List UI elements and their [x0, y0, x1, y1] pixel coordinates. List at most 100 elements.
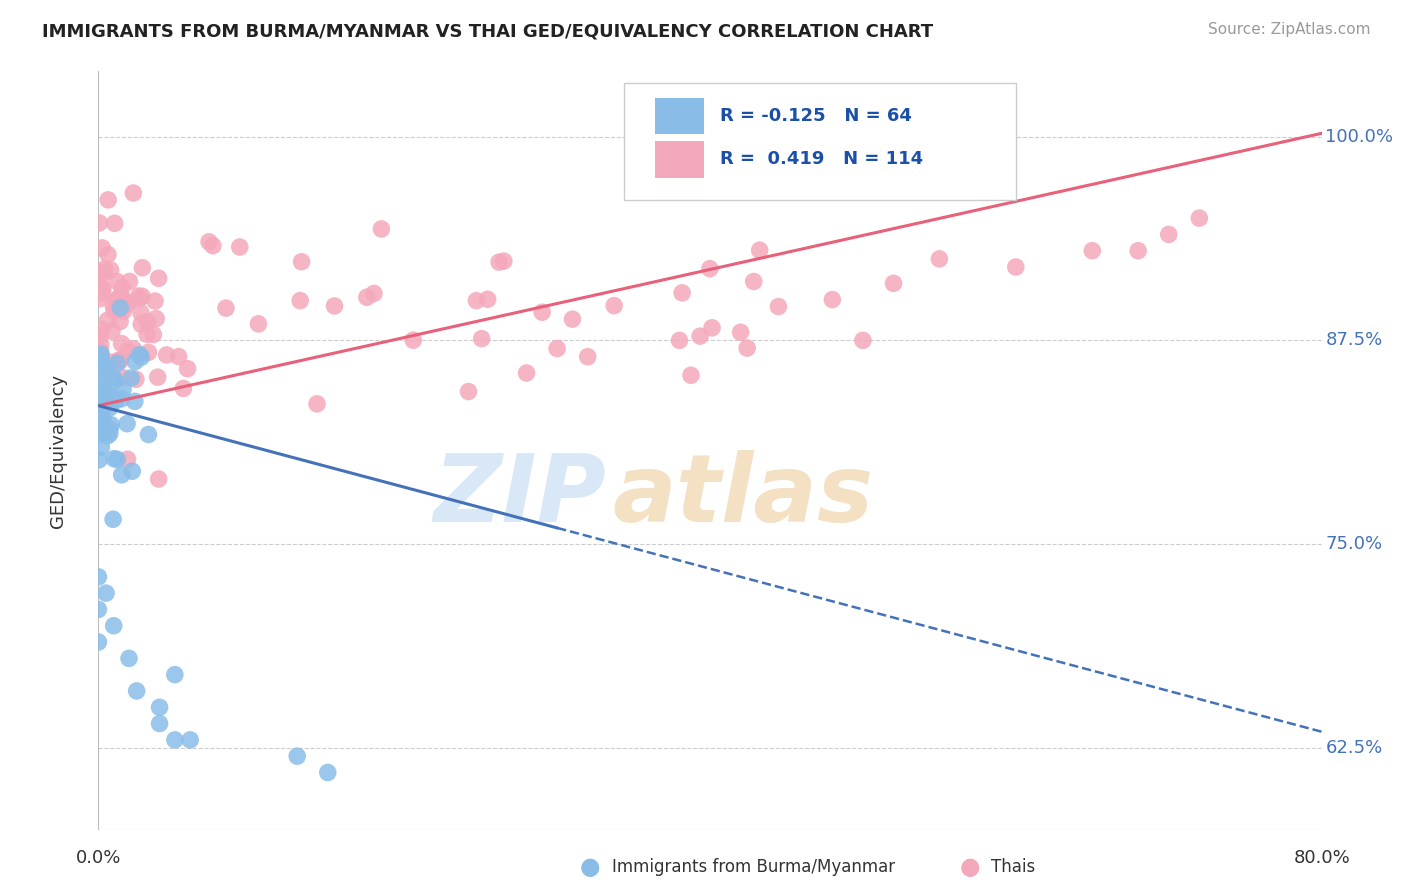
Point: [179, 732, 201, 747]
Bar: [655, 141, 704, 178]
Point: [1004, 260, 1026, 274]
Point: [883, 277, 905, 291]
Point: [93, 378, 115, 392]
Point: [247, 317, 270, 331]
Point: [148, 472, 170, 486]
Point: [124, 394, 146, 409]
Point: [465, 293, 488, 308]
Point: [143, 294, 166, 309]
Point: [735, 341, 758, 355]
Point: [128, 292, 150, 306]
Point: [89, 398, 111, 412]
Point: [488, 255, 510, 269]
Point: [97, 247, 120, 261]
Point: [89, 216, 111, 230]
Point: [89, 343, 111, 358]
Point: [118, 651, 141, 665]
Point: [852, 334, 875, 348]
Point: [1188, 211, 1211, 226]
Point: [91, 285, 114, 300]
Point: [129, 306, 152, 320]
Point: [90, 322, 112, 336]
Point: [98, 388, 121, 402]
Point: [167, 350, 190, 364]
Text: GED/Equivalency: GED/Equivalency: [49, 374, 67, 527]
Point: [215, 301, 238, 315]
Point: [129, 318, 152, 332]
Point: [101, 512, 124, 526]
Point: [290, 293, 312, 308]
Point: [111, 293, 134, 307]
Point: [87, 419, 110, 434]
Point: [290, 254, 312, 268]
Point: [105, 275, 128, 289]
Point: [103, 451, 125, 466]
Point: [356, 290, 378, 304]
Point: [87, 401, 110, 415]
Point: [138, 345, 160, 359]
Point: [111, 392, 134, 406]
Point: [176, 361, 198, 376]
Point: [172, 381, 194, 395]
Point: [96, 429, 118, 443]
Point: [105, 452, 128, 467]
Point: [89, 352, 111, 367]
Point: [531, 305, 554, 319]
Point: [89, 387, 111, 401]
Point: [87, 570, 110, 584]
Text: R =  0.419   N = 114: R = 0.419 N = 114: [720, 151, 922, 169]
Point: [103, 374, 125, 388]
Text: 87.5%: 87.5%: [1326, 332, 1382, 350]
Point: [105, 356, 128, 370]
Point: [125, 372, 148, 386]
Point: [146, 370, 169, 384]
Point: [103, 371, 125, 385]
Point: [285, 749, 308, 764]
Point: [163, 732, 186, 747]
Point: [201, 238, 224, 252]
Point: [117, 452, 139, 467]
Text: 100.0%: 100.0%: [1326, 128, 1393, 145]
Point: [91, 282, 114, 296]
Point: [129, 351, 152, 365]
Point: [89, 345, 111, 359]
Text: IMMIGRANTS FROM BURMA/MYANMAR VS THAI GED/EQUIVALENCY CORRELATION CHART: IMMIGRANTS FROM BURMA/MYANMAR VS THAI GE…: [42, 22, 934, 40]
Point: [111, 383, 134, 397]
Point: [131, 260, 153, 275]
Point: [93, 266, 115, 280]
Point: [97, 359, 120, 373]
Point: [118, 275, 141, 289]
Text: 62.5%: 62.5%: [1326, 739, 1382, 757]
Point: [97, 313, 120, 327]
Point: [94, 359, 117, 374]
Point: [136, 327, 159, 342]
Text: ●: ●: [581, 855, 600, 879]
Point: [89, 362, 111, 376]
Point: [105, 293, 128, 308]
Point: [87, 635, 110, 649]
Point: [117, 295, 139, 310]
Text: R = -0.125   N = 64: R = -0.125 N = 64: [720, 107, 911, 125]
Point: [121, 464, 143, 478]
Point: [117, 343, 139, 358]
Point: [142, 327, 165, 342]
Point: [120, 371, 142, 385]
Point: [516, 366, 538, 380]
Point: [163, 667, 186, 681]
Point: [115, 297, 138, 311]
Point: [90, 337, 112, 351]
Point: [87, 602, 110, 616]
Point: [546, 342, 568, 356]
Point: [90, 347, 112, 361]
Point: [1081, 244, 1104, 258]
Point: [128, 289, 150, 303]
Point: [94, 586, 117, 600]
Point: [89, 292, 111, 306]
Point: [89, 412, 111, 426]
Point: [90, 376, 112, 390]
Point: [110, 336, 132, 351]
Point: [149, 700, 172, 714]
Point: [323, 299, 346, 313]
Point: [89, 328, 111, 343]
Point: [1128, 244, 1150, 258]
